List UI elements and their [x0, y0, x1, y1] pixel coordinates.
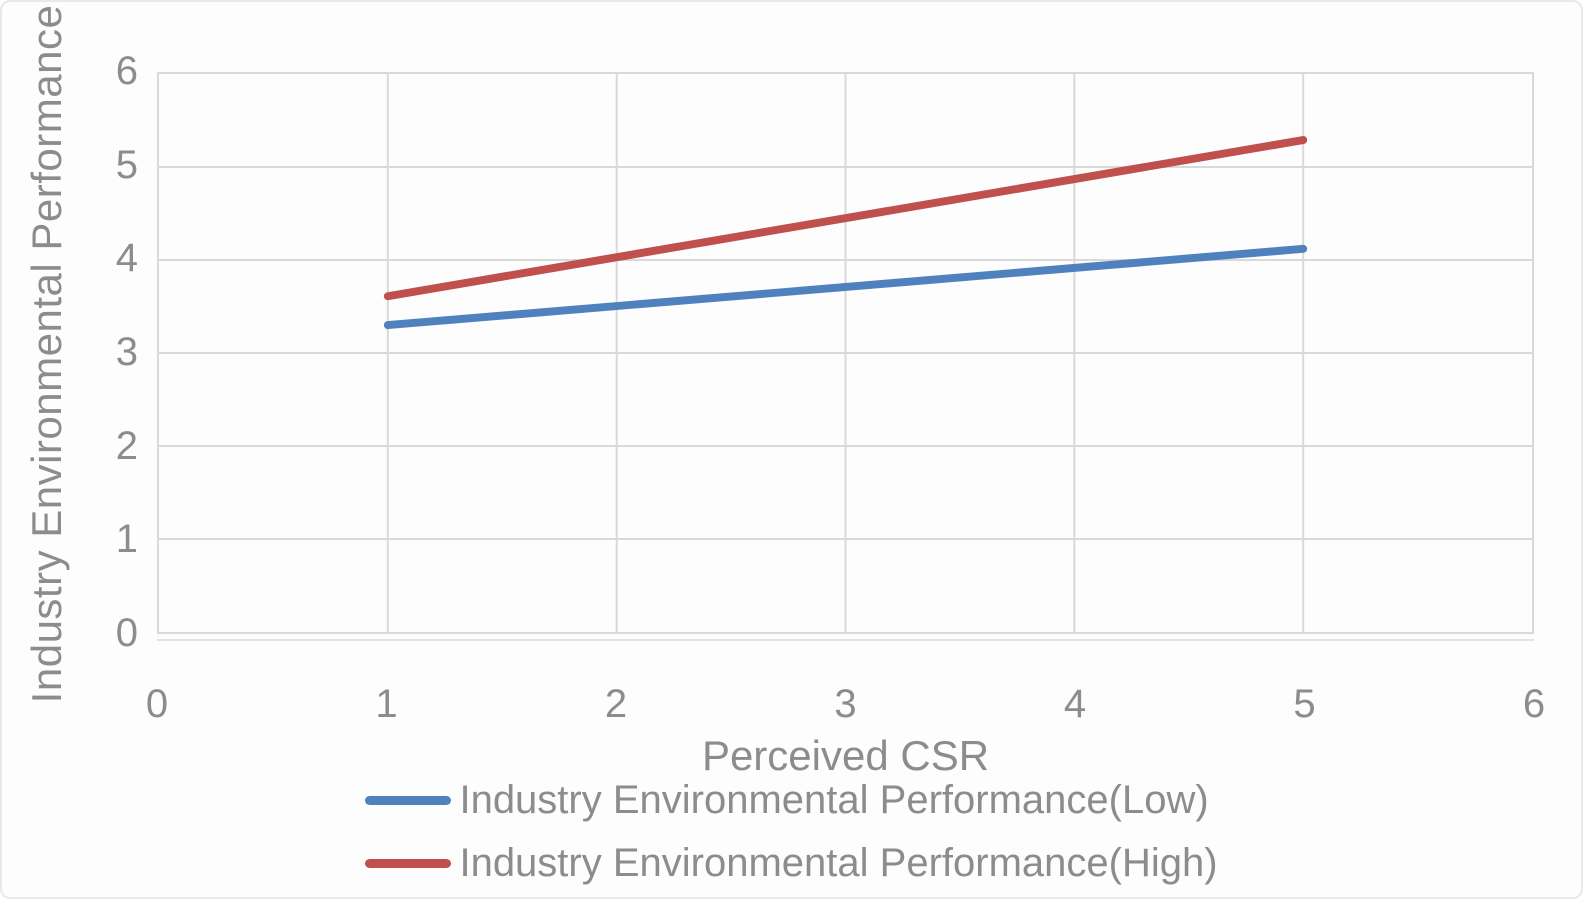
legend-label-high: Industry Environmental Performance(High)	[459, 840, 1218, 885]
y-tick-label: 5	[115, 142, 138, 187]
y-tick-label: 6	[115, 49, 138, 94]
legend-swatch-low-line-icon	[365, 795, 452, 805]
x-axis-line	[157, 639, 1534, 641]
y-tick-label: 2	[115, 423, 138, 468]
legend-items: Industry Environmental Performance(Low) …	[365, 777, 1218, 885]
series-line-high	[383, 136, 1308, 301]
legend: Industry Environmental Performance(Low) …	[2, 778, 1581, 885]
plot-svg	[159, 74, 1532, 632]
legend-label-low: Industry Environmental Performance(Low)	[459, 777, 1209, 822]
x-tick-label: 3	[834, 682, 857, 726]
x-tick-label: 2	[604, 682, 628, 726]
series-line-low	[383, 244, 1308, 330]
legend-swatch-high-line-icon	[365, 858, 452, 868]
legend-item-high: Industry Environmental Performance(High)	[365, 840, 1218, 885]
x-tick-label: 0	[145, 682, 169, 726]
y-tick-label: 1	[115, 517, 138, 562]
x-axis-ticks: 0 1 2 3 4 5 6	[146, 680, 1545, 730]
x-axis-title: Perceived CSR	[701, 732, 990, 779]
x-tick-label: 5	[1293, 682, 1316, 726]
x-tick-label: 6	[1522, 682, 1546, 726]
x-tick-label: 4	[1063, 682, 1087, 726]
legend-item-low: Industry Environmental Performance(Low)	[365, 777, 1209, 822]
x-tick-label: 1	[375, 682, 398, 726]
y-tick-label: 3	[115, 330, 138, 375]
y-tick-label: 4	[115, 236, 138, 281]
y-tick-label: 0	[115, 611, 138, 656]
y-axis-ticks: 0 1 2 3 4 5 6	[62, 51, 138, 653]
plot-area	[157, 72, 1534, 634]
